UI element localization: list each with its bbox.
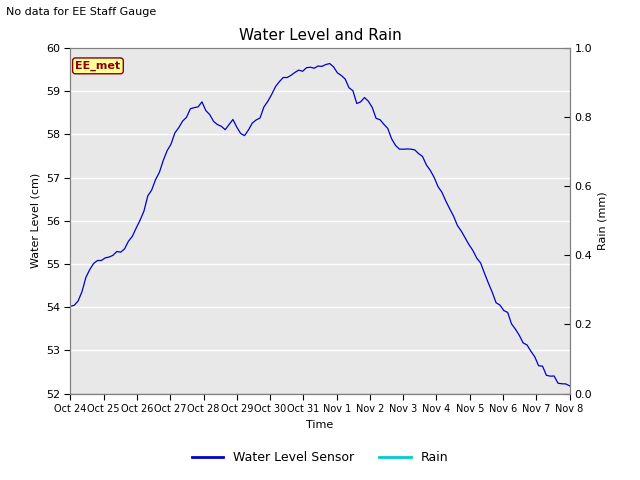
X-axis label: Time: Time — [307, 420, 333, 430]
Y-axis label: Water Level (cm): Water Level (cm) — [30, 173, 40, 268]
Y-axis label: Rain (mm): Rain (mm) — [598, 192, 608, 250]
Legend: Water Level Sensor, Rain: Water Level Sensor, Rain — [187, 446, 453, 469]
Title: Water Level and Rain: Water Level and Rain — [239, 28, 401, 43]
Text: No data for EE Staff Gauge: No data for EE Staff Gauge — [6, 7, 157, 17]
Text: EE_met: EE_met — [76, 61, 120, 71]
